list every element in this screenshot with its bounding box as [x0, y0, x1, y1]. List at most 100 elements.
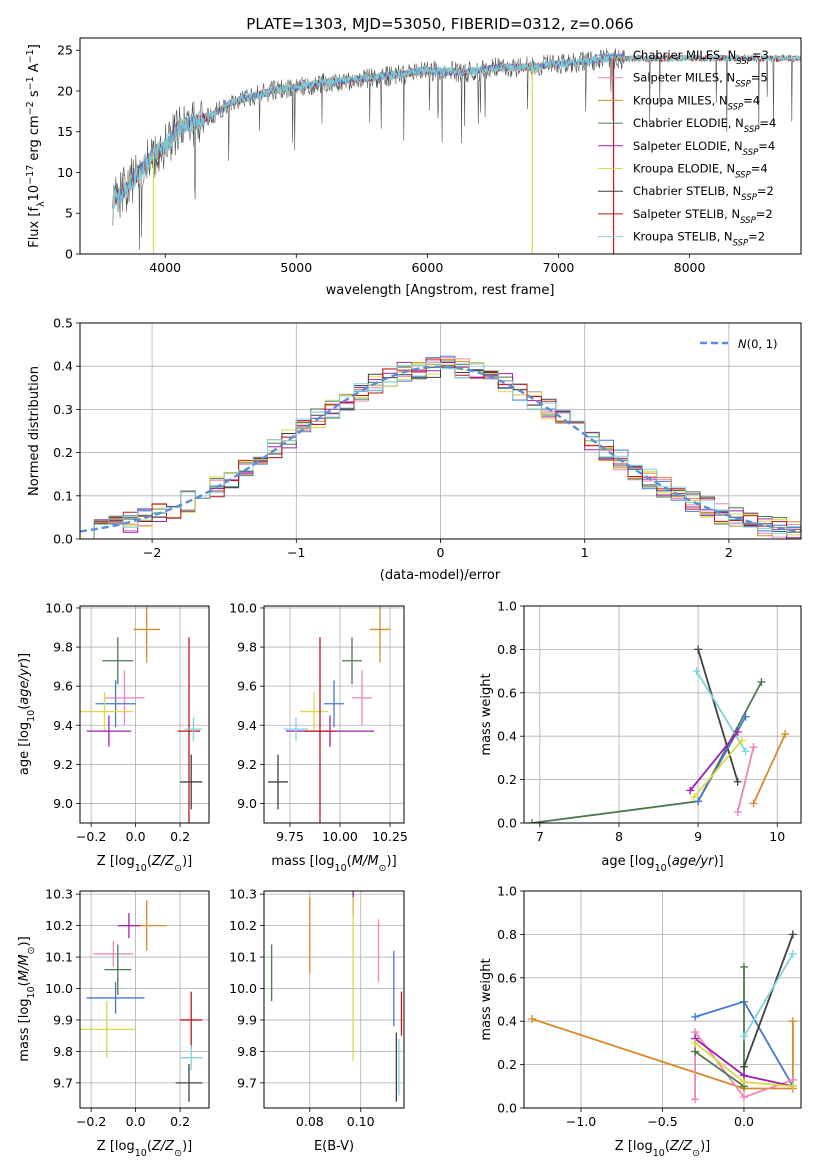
legend-label-sub: SSP: [741, 193, 757, 203]
legend-label: Kroupa MILES, NSSP=4: [633, 93, 760, 112]
legend-label-sub: SSP: [728, 102, 744, 112]
axes-weight_vs_age: 7 8 9 10 0.0 0.2 0.4 0.6 0.8 1.0 mass weight age [l…: [479, 599, 802, 874]
legend-label-text: Kroupa STELIB, N: [633, 230, 733, 244]
ticks-mass_vs_Z: −0.2 0.0 0.2 9.7 9.8 9.9 10.0 10.1 10.2 10.3: [45, 887, 190, 1129]
y-tick-label: 20: [57, 83, 73, 98]
label-part: 10: [335, 863, 347, 874]
weight-line: [693, 739, 743, 798]
y-axis-label: Flux [fλ10−17 erg cm−2 s−1 A−1]: [25, 44, 47, 248]
axes-frame: [523, 890, 802, 1109]
legend-label-text: Salpeter MILES, N: [633, 71, 735, 85]
errorbar-point: [180, 754, 203, 810]
plot-area-residuals: [80, 355, 801, 539]
label-part: ⊙: [692, 1148, 700, 1159]
weight-series: [691, 1028, 797, 1104]
y-tick-label: 0.0: [497, 816, 517, 831]
label-part: (: [667, 854, 672, 869]
weight-series: [739, 949, 797, 1041]
plot-area-weight_vs_age: [527, 645, 790, 823]
ticks-spectrum: 4000 5000 6000 7000 8000 0 5 10 15 20 25: [57, 43, 705, 275]
x-tick-label: −0.2: [76, 829, 106, 844]
weight-marker: [691, 1047, 700, 1056]
x-tick-label: 10: [769, 829, 785, 844]
weight-marker: [749, 743, 758, 752]
weight-marker: [739, 962, 748, 971]
axes-weight_vs_Z: −1.0 −0.5 0.0 0.0 0.2 0.4 0.6 0.8 1.0 mass weight…: [479, 884, 802, 1159]
legend-label: Kroupa ELODIE, NSSP=4: [633, 162, 768, 181]
x-tick-label: 8: [615, 829, 623, 844]
legend-label-text: Salpeter STELIB, N: [633, 207, 740, 221]
figure-title: PLATE=1303, MJD=53050, FIBERID=0312, z=0…: [246, 15, 633, 33]
weight-series: [749, 730, 790, 808]
axes-frame: [79, 605, 210, 824]
ticks-age_vs_mass: 9.75 10.00 10.25 9.0 9.2 9.4 9.6 9.8 10.0: [229, 600, 408, 844]
axes-age_vs_mass: 9.75 10.00 10.25 9.0 9.2 9.4 9.6 9.8 10.0 mass [l…: [229, 600, 408, 874]
axes-mass_vs_EBV: 0.08 0.10 9.7 9.8 9.9 10.0 10.1 10.2 10.3 E(B-V): [229, 887, 405, 1154]
y-tick-label: 10.1: [45, 950, 73, 965]
x-tick-label: 6000: [411, 260, 443, 275]
legend-label-sub: SSP: [735, 80, 751, 90]
legend-label-value: =2: [757, 184, 774, 198]
weight-marker: [528, 1015, 537, 1024]
label-part: 10: [26, 710, 37, 722]
label-part: M/M: [352, 854, 379, 869]
legend-label: N(0, 1): [738, 337, 778, 351]
weight-marker: [694, 645, 703, 654]
label-part: )]: [700, 1139, 710, 1154]
legend-label: Chabrier STELIB, NSSP=2: [633, 184, 774, 203]
label-part: −1: [25, 76, 36, 90]
label-part: (: [147, 854, 152, 869]
label-part: 10: [655, 863, 667, 874]
label-part: −17: [25, 165, 36, 185]
legend-label-sub: SSP: [743, 148, 759, 158]
errorbar-point: [268, 754, 288, 810]
weight-series: [694, 645, 742, 786]
weight-line: [736, 746, 755, 813]
x-tick-label: 8000: [674, 260, 706, 275]
y-axis-label: mass [log10(M/M⊙)]: [17, 936, 37, 1061]
label-part: 10: [135, 1148, 147, 1159]
weight-marker: [690, 792, 699, 801]
label-part: age/yr: [672, 854, 715, 869]
errorbar-point: [180, 1045, 203, 1071]
legend-label-text: Salpeter ELODIE, N: [633, 139, 743, 153]
y-tick-label: 0: [65, 247, 73, 262]
x-axis-label: Z [log10(Z/Z⊙)]: [97, 854, 192, 874]
y-tick-label: 10.2: [229, 918, 257, 933]
axes-frame: [79, 322, 802, 540]
y-tick-label: 9.6: [53, 679, 73, 694]
x-tick-label: 0.0: [126, 1114, 146, 1129]
x-tick-label: 9.75: [276, 829, 304, 844]
legend-label-value: =5: [751, 71, 768, 85]
legend-entry: Chabrier ELODIE, NSSP=4: [598, 116, 776, 135]
weight-series: [691, 1038, 797, 1091]
x-tick-label: 9: [694, 829, 702, 844]
x-tick-label: 0.0: [126, 829, 146, 844]
weight-marker: [692, 667, 701, 676]
weight-marker: [527, 819, 536, 823]
y-tick-label: 10: [57, 165, 73, 180]
x-tick-label: 1: [581, 545, 589, 560]
x-axis-label: mass [log10(M/M⊙)]: [271, 854, 396, 874]
errorbar-point: [93, 941, 134, 967]
weight-series: [739, 930, 797, 1071]
label-part: (: [17, 981, 32, 986]
errorbar-point: [342, 637, 362, 685]
y-axis-label: mass weight: [479, 673, 494, 755]
y-tick-label: 9.8: [53, 1044, 73, 1059]
y-tick-label: 0.6: [497, 685, 517, 700]
legend-label-sub: SSP: [733, 239, 749, 249]
legend-label: Salpeter ELODIE, NSSP=4: [633, 139, 775, 158]
y-axis-label: age [log10(age/yr)]: [17, 653, 37, 775]
label-part: )]: [17, 936, 32, 946]
plot-area-spectrum: [112, 48, 801, 254]
errorbar-point: [175, 1063, 203, 1102]
y-tick-label: 0.0: [497, 1101, 517, 1116]
label-part: Z/Z: [669, 1139, 693, 1154]
legend-label-value: =4: [743, 93, 760, 107]
label-part: )]: [182, 854, 192, 869]
label-part: Z/Z: [151, 854, 175, 869]
axes-frame: [79, 890, 210, 1109]
errorbar-point: [284, 717, 308, 741]
